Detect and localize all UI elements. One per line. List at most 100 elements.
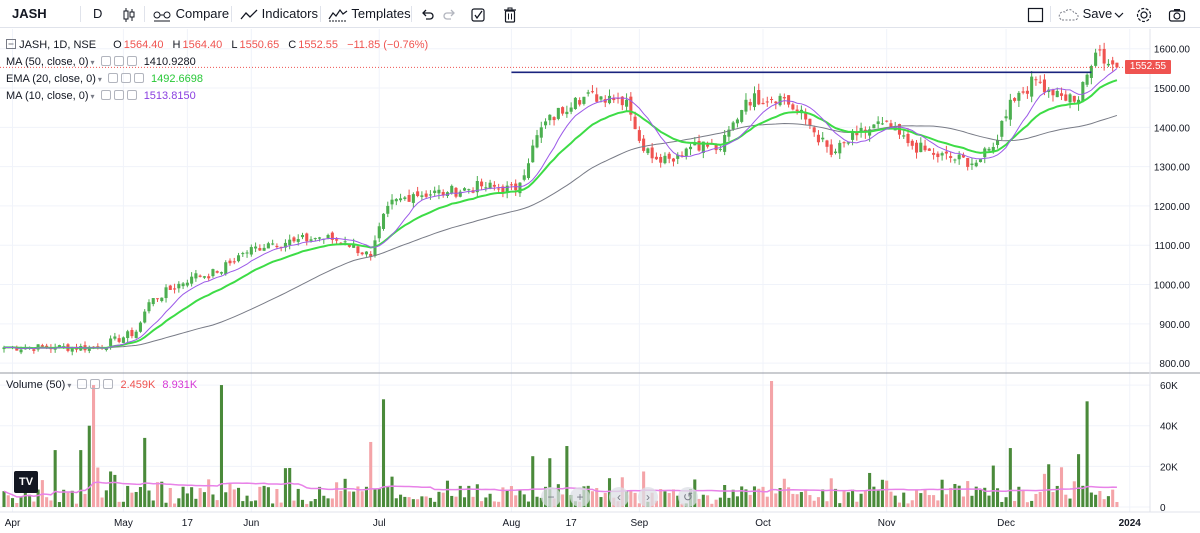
volume-bar: [782, 478, 786, 507]
candle-body: [173, 288, 177, 290]
candle-body: [910, 140, 914, 146]
candle-body: [953, 159, 957, 161]
close-icon[interactable]: [126, 90, 137, 100]
settings-button[interactable]: [1135, 5, 1153, 23]
candle-body: [607, 95, 612, 104]
candle-body: [292, 237, 296, 242]
volume-bar: [1089, 492, 1093, 507]
volume-bar: [2, 491, 6, 507]
volume-bar: [774, 493, 778, 507]
candle-body: [927, 148, 931, 151]
volume-bar: [966, 481, 970, 507]
settings-icon[interactable]: [113, 90, 124, 100]
candle-body: [552, 117, 556, 121]
collapse-icon[interactable]: [6, 39, 16, 49]
candle-body: [411, 194, 415, 203]
volume-legend[interactable]: Volume (50) ▾ 2.459K 8.931K: [6, 377, 197, 394]
candle-body: [356, 246, 360, 254]
close-icon[interactable]: [133, 73, 144, 83]
candle-body: [770, 99, 774, 101]
candle-body: [207, 276, 211, 279]
indicators-button[interactable]: Indicators: [240, 5, 318, 23]
candle-body: [19, 349, 23, 353]
checklist-button[interactable]: [470, 5, 486, 23]
chevron-down-icon[interactable]: ▾: [90, 58, 95, 67]
volume-bar: [394, 498, 398, 507]
volume-bar: [113, 474, 117, 507]
ma10-legend[interactable]: MA (10, close, 0) ▾ 1513.8150: [6, 88, 196, 105]
save-button[interactable]: Save: [1057, 5, 1112, 23]
volume-bar: [488, 493, 492, 507]
compare-button[interactable]: Compare: [152, 5, 229, 23]
candles-icon: [123, 7, 135, 22]
volume-bar: [987, 495, 991, 507]
price-chart[interactable]: 1600.00 1500.00 1400.00 1300.00 1200.00 1100.…: [0, 29, 1200, 533]
volume-bar: [219, 385, 224, 507]
scroll-left-button[interactable]: ‹: [609, 487, 629, 507]
redo-button[interactable]: [443, 5, 457, 23]
symbol-search-button[interactable]: JASH: [12, 6, 47, 21]
candle-body: [177, 283, 181, 289]
candle-body: [996, 139, 1000, 146]
volume-bar: [885, 480, 889, 507]
candle-body: [420, 195, 424, 197]
undo-button[interactable]: [420, 5, 434, 23]
toolbar-divider: [320, 6, 321, 22]
fullscreen-button[interactable]: [1027, 5, 1045, 23]
volume-bar: [795, 494, 799, 507]
price-axis-label: 1100.00: [1155, 241, 1191, 252]
volume-bar: [526, 501, 531, 507]
volume-bar: [441, 492, 445, 507]
candle-body: [949, 156, 953, 158]
scroll-right-button[interactable]: ›: [638, 487, 658, 507]
volume-bar: [799, 492, 803, 507]
volume-bar: [718, 497, 722, 507]
interval-button[interactable]: D: [93, 6, 103, 21]
candle-body: [650, 147, 654, 159]
settings-icon[interactable]: [77, 379, 88, 389]
zoom-out-button[interactable]: −: [541, 487, 561, 507]
zoom-in-button[interactable]: +: [570, 487, 590, 507]
candle-body: [565, 111, 569, 115]
candle-body: [752, 93, 757, 108]
volume-bar: [991, 465, 995, 507]
settings-icon[interactable]: [113, 56, 124, 66]
volume-bar: [10, 498, 15, 507]
settings-icon[interactable]: [90, 379, 101, 389]
delete-button[interactable]: [502, 5, 518, 23]
volume-bar: [816, 497, 820, 507]
settings-icon[interactable]: [100, 90, 111, 100]
ma50-value: 1410.9280: [143, 56, 196, 68]
candle-body: [202, 276, 206, 278]
snapshot-button[interactable]: [1168, 5, 1186, 23]
toolbar-divider: [1050, 6, 1051, 22]
chevron-down-icon[interactable]: ▾: [90, 92, 95, 101]
ema20-legend[interactable]: EMA (20, close, 0) ▾ 1492.6698: [6, 71, 203, 88]
volume-bar: [352, 491, 356, 507]
ema20-value: 1492.6698: [151, 73, 204, 85]
templates-button[interactable]: Templates: [328, 5, 411, 23]
chart-area[interactable]: 1600.00 1500.00 1400.00 1300.00 1200.00 1100.…: [0, 29, 1200, 533]
save-menu-button[interactable]: [1114, 5, 1124, 23]
volume-bar: [364, 486, 368, 507]
volume-bar: [45, 497, 49, 507]
volume-axis-label: 0: [1160, 503, 1166, 514]
settings-icon[interactable]: [120, 73, 131, 83]
candle-body: [1038, 81, 1042, 83]
chart-style-button[interactable]: [122, 5, 136, 23]
close-icon[interactable]: [126, 56, 137, 66]
candle-body: [364, 251, 368, 255]
volume-axis-label: 40K: [1160, 422, 1178, 433]
ma50-legend[interactable]: MA (50, close, 0) ▾ 1410.9280: [6, 54, 196, 71]
close-icon[interactable]: [103, 379, 114, 389]
chevron-down-icon[interactable]: ▾: [97, 75, 102, 84]
volume-bar: [548, 458, 552, 507]
ma50-label: MA (50, close, 0): [6, 56, 89, 68]
settings-icon[interactable]: [100, 56, 111, 66]
volume-bar: [271, 503, 275, 507]
reset-chart-button[interactable]: ↺: [678, 487, 698, 507]
settings-icon[interactable]: [107, 73, 118, 83]
candle-body: [164, 287, 168, 299]
candle-body: [714, 144, 718, 151]
chevron-down-icon[interactable]: ▾: [67, 381, 72, 390]
